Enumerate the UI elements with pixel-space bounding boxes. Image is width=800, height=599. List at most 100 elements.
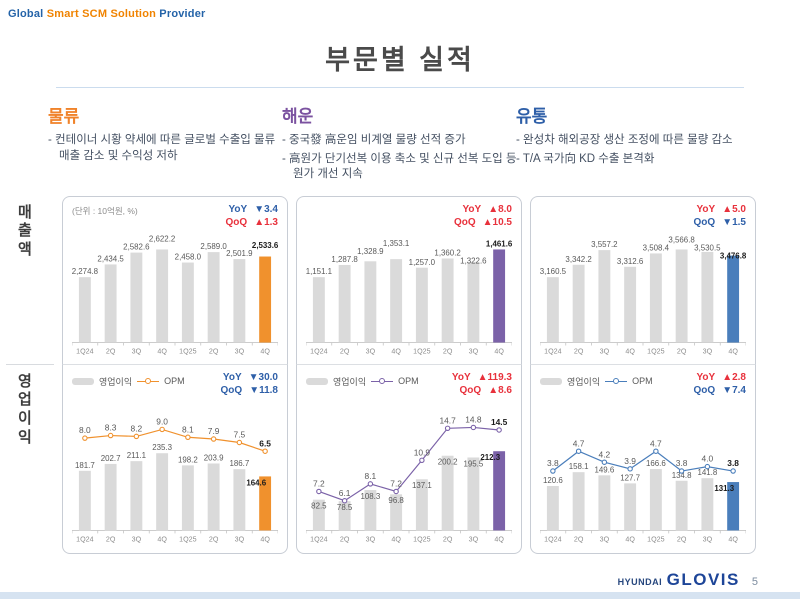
svg-text:7.2: 7.2 (313, 478, 325, 488)
svg-text:4Q: 4Q (494, 535, 504, 543)
chart-legend: 영업이익 OPM (540, 371, 653, 388)
svg-text:1Q25: 1Q25 (179, 535, 196, 543)
svg-text:137.1: 137.1 (412, 481, 432, 490)
svg-text:3Q: 3Q (235, 535, 245, 543)
svg-text:3Q: 3Q (600, 347, 610, 355)
yoy-indicator-row: YoY ▼3.4 (228, 203, 278, 215)
slogan-part-smart-scm: Smart SCM Solution (46, 8, 157, 20)
yoy-qoq-indicator: YoY ▲2.8 QoQ ▼7.4 (694, 371, 746, 397)
page-number: 5 (751, 576, 758, 588)
svg-text:1,328.9: 1,328.9 (357, 247, 384, 256)
yoy-qoq-indicator: YoY ▼30.0 QoQ ▼11.8 (221, 371, 278, 397)
svg-text:6.5: 6.5 (259, 438, 271, 448)
svg-text:1,287.8: 1,287.8 (331, 255, 358, 264)
svg-text:1,257.0: 1,257.0 (409, 257, 436, 266)
svg-text:4Q: 4Q (391, 347, 401, 355)
bar-legend-swatch (72, 377, 94, 385)
svg-text:3Q: 3Q (469, 347, 479, 355)
svg-text:8.3: 8.3 (105, 422, 117, 432)
section-bullet: 컨테이너 시황 약세에 따른 글로벌 수출입 물류 매출 감소 및 수익성 저하 (48, 133, 288, 164)
bottom-accent-bar (0, 592, 800, 599)
svg-text:2Q: 2Q (574, 347, 584, 355)
svg-text:1Q24: 1Q24 (310, 347, 327, 355)
chart-legend: 영업이익 OPM (72, 371, 185, 388)
hyundai-glovis-logo: HYUNDAI GLOVIS (618, 570, 740, 590)
unit-label: (단위 : 10억원, %) (72, 205, 138, 216)
chart-header: (단위 : 10억원, %) YoY ▼3.4 QoQ ▲1.3 (72, 203, 278, 231)
bar-legend-swatch (306, 377, 328, 385)
svg-text:4.2: 4.2 (599, 449, 611, 459)
svg-text:82.5: 82.5 (311, 501, 327, 510)
svg-text:2,501.9: 2,501.9 (226, 249, 253, 258)
svg-text:3Q: 3Q (703, 535, 713, 543)
footer: HYUNDAI GLOVIS 5 (618, 570, 758, 590)
yoy-qoq-indicator: YoY ▼3.4 QoQ ▲1.3 (226, 203, 278, 229)
svg-text:2,434.5: 2,434.5 (97, 254, 124, 263)
distribution-op-chart: 120.6 1Q24 158.1 2Q 149.6 3Q 127.7 4Q 166.6 1Q25 1… (540, 438, 746, 543)
section-bullet: 高원가 단기선복 이용 축소 및 신규 선복 도입 등 원가 개선 지속 (282, 152, 522, 183)
chart-panel-logistics-revenue: (단위 : 10억원, %) YoY ▼3.4 QoQ ▲1.3 2,274.8 1Q2… (62, 195, 288, 364)
opm-line-swatch (371, 378, 394, 385)
yoy-indicator-row: YoY ▲8.0 (462, 203, 512, 215)
svg-text:3Q: 3Q (600, 535, 610, 543)
opm-line-swatch (605, 378, 628, 385)
svg-text:2Q: 2Q (677, 347, 687, 355)
section-distribution: 유통 완성차 해외공장 생산 조정에 따른 물량 감소 T/A 국가向 KD 수… (516, 102, 756, 186)
svg-text:235.3: 235.3 (152, 443, 172, 452)
svg-text:149.6: 149.6 (594, 465, 614, 474)
svg-text:7.9: 7.9 (208, 426, 220, 436)
page-title: 부문별 실적 (325, 45, 475, 75)
svg-text:164.6: 164.6 (246, 478, 266, 487)
svg-text:14.7: 14.7 (439, 415, 456, 425)
row-label-revenue-cell: 매출액 (6, 196, 54, 364)
svg-text:2,582.6: 2,582.6 (123, 242, 150, 251)
svg-text:7.2: 7.2 (390, 478, 402, 488)
section-bullet: 완성차 해외공장 생산 조정에 따른 물량 감소 (516, 133, 756, 149)
svg-text:131.3: 131.3 (714, 484, 734, 493)
svg-text:3Q: 3Q (703, 347, 713, 355)
title-divider (56, 87, 744, 88)
section-logistics: 물류 컨테이너 시황 약세에 따른 글로벌 수출입 물류 매출 감소 및 수익성… (48, 102, 288, 186)
chart-header: 영업이익 OPM YoY ▼30.0 QoQ ▼11.8 (72, 371, 278, 399)
svg-text:2Q: 2Q (443, 535, 453, 543)
svg-text:211.1: 211.1 (127, 451, 147, 460)
svg-text:1Q25: 1Q25 (413, 347, 430, 355)
svg-text:4Q: 4Q (625, 535, 635, 543)
svg-text:2,458.0: 2,458.0 (175, 252, 202, 261)
svg-text:212.3: 212.3 (480, 453, 500, 462)
svg-text:198.2: 198.2 (178, 455, 198, 464)
section-shipping: 해운 중국發 高운임 비계열 물량 선적 증가 高원가 단기선복 이용 축소 및… (282, 102, 522, 186)
svg-text:3,160.5: 3,160.5 (540, 267, 567, 276)
svg-text:3.9: 3.9 (624, 455, 636, 465)
chart-panel-logistics-op: 영업이익 OPM YoY ▼30.0 QoQ ▼11.8 181.7 1Q24 202.7… (62, 363, 288, 554)
svg-text:200.2: 200.2 (438, 457, 458, 466)
opm-legend-label: OPM (164, 376, 185, 387)
svg-text:9.0: 9.0 (156, 416, 168, 426)
svg-text:2,533.6: 2,533.6 (252, 241, 278, 250)
svg-text:1,151.1: 1,151.1 (306, 267, 333, 276)
bar-legend-label: 영업이익 (99, 376, 133, 387)
svg-text:120.6: 120.6 (543, 476, 563, 485)
qoq-indicator-row: QoQ ▲1.3 (225, 216, 278, 228)
svg-text:1Q24: 1Q24 (544, 535, 561, 543)
section-title-logistics: 물류 (48, 107, 80, 126)
svg-text:1Q25: 1Q25 (647, 347, 664, 355)
svg-text:96.8: 96.8 (388, 496, 404, 505)
svg-text:2,622.2: 2,622.2 (149, 234, 175, 243)
distribution-revenue-chart: 3,160.5 1Q24 3,342.2 2Q 3,557.2 3Q 3,312.6 4Q 3,… (540, 235, 746, 355)
slogan-part-provider: Provider (159, 8, 206, 20)
svg-text:4Q: 4Q (728, 347, 738, 355)
svg-text:108.3: 108.3 (360, 491, 380, 500)
svg-text:2Q: 2Q (209, 347, 219, 355)
yoy-indicator-row: YoY ▼30.0 (222, 371, 278, 383)
svg-text:4Q: 4Q (260, 535, 270, 543)
chart-header: YoY ▲8.0 QoQ ▲10.5 (306, 203, 512, 231)
svg-text:1Q24: 1Q24 (76, 535, 93, 543)
svg-text:1Q24: 1Q24 (544, 347, 561, 355)
svg-text:3Q: 3Q (366, 347, 376, 355)
svg-text:4.0: 4.0 (702, 453, 714, 463)
svg-text:2Q: 2Q (106, 347, 116, 355)
svg-text:1,353.1: 1,353.1 (383, 239, 410, 248)
section-bullet: 중국發 高운임 비계열 물량 선적 증가 (282, 133, 522, 149)
